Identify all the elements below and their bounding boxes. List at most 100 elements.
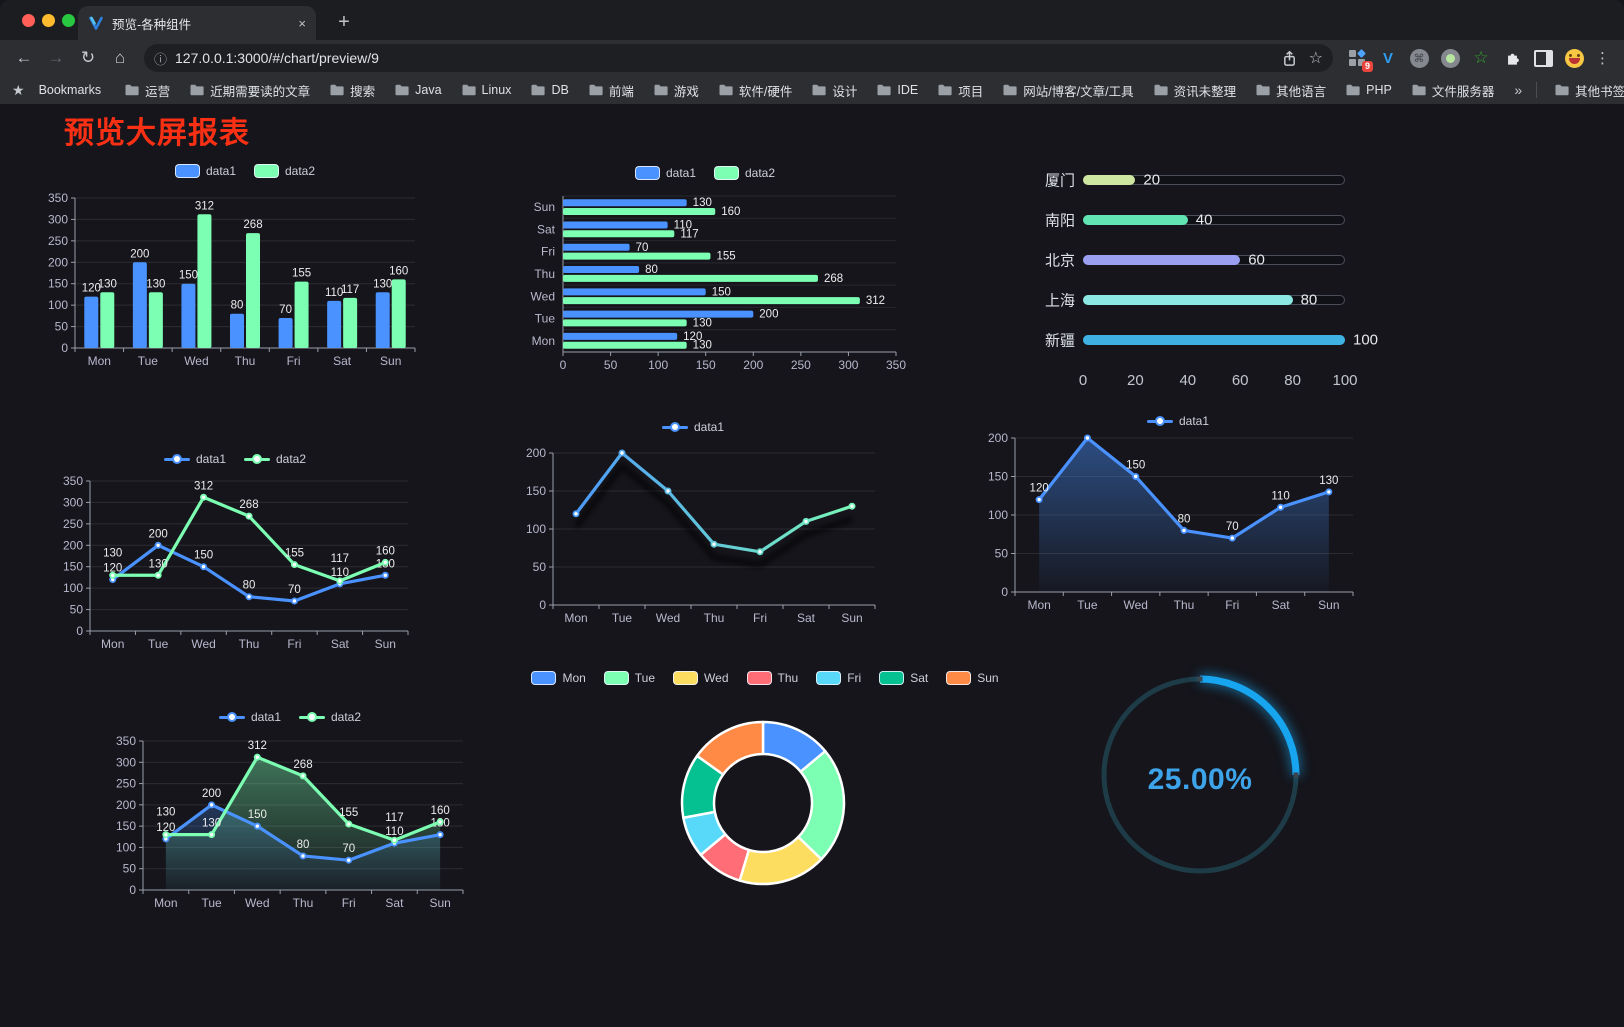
legend-item[interactable]: data1 [163,452,226,466]
progress-fill [1083,295,1293,305]
legend-item[interactable]: data1 [174,164,236,178]
bookmark-folder[interactable]: 运营 [117,79,178,102]
legend-item[interactable]: data1 [661,420,724,434]
menu-kebab-icon[interactable]: ⋮ [1595,50,1610,67]
svg-text:100: 100 [526,522,546,536]
url-text[interactable]: 127.0.0.1:3000/#/chart/preview/9 [175,50,379,66]
extension-record-icon[interactable] [1440,48,1460,68]
legend-item[interactable]: data2 [254,164,315,178]
sidebar-icon[interactable] [1533,48,1553,68]
bookmark-folder[interactable]: Java [387,81,449,99]
folder-icon [1003,84,1017,96]
bookmarks-overflow-chevron[interactable]: » [1514,82,1523,98]
legend-item[interactable]: Thu [746,671,798,685]
legend-item[interactable]: Sat [879,671,928,685]
svg-text:312: 312 [866,295,885,307]
bookmarks-bar: ★ Bookmarks 运营 近期需要读的文章 搜索 Java Linux DB 前端 游戏 软… [0,76,1624,104]
window-close-button[interactable] [22,14,35,27]
svg-text:Wed: Wed [531,289,555,303]
browser-tab[interactable]: 预览-各种组件 × [78,6,316,40]
legend-item[interactable]: Fri [816,671,861,685]
bookmark-folder[interactable]: Linux [454,81,520,99]
legend-item[interactable]: data1 [1146,414,1209,428]
svg-text:130: 130 [146,278,165,290]
reload-icon[interactable]: ↻ [80,48,96,67]
svg-text:350: 350 [886,358,906,372]
bookmark-folder[interactable]: PHP [1338,81,1400,99]
extension-star-icon[interactable]: ☆ [1473,48,1489,67]
svg-text:0: 0 [560,358,567,372]
legend-label: data2 [331,710,362,724]
home-icon[interactable]: ⌂ [114,48,126,67]
forward-icon[interactable]: → [47,48,65,67]
svg-text:130: 130 [98,278,117,290]
grouped-bar-chart: data1 data2 0 50 100 150 200 250 300 350 Mon Tue Wed… [40,150,450,375]
svg-text:100: 100 [48,298,68,312]
bookmark-folder[interactable]: 资讯未整理 [1146,79,1245,102]
svg-text:200: 200 [743,358,763,372]
svg-text:268: 268 [824,273,843,285]
puzzle-extensions-icon[interactable] [1502,48,1522,68]
site-info-icon[interactable]: ⓘ [154,51,168,67]
window-minimize-button[interactable] [42,14,55,27]
svg-text:Wed: Wed [191,637,215,651]
bookmark-folder-label: IDE [897,83,919,97]
new-tab-button[interactable]: + [338,10,350,33]
bookmark-folder[interactable]: 文件服务器 [1404,79,1503,102]
svg-text:Mon: Mon [564,611,587,625]
folder-icon [1256,84,1270,96]
legend-item[interactable]: Wed [673,671,729,685]
bookmark-folder-label: 游戏 [673,84,699,99]
address-bar[interactable]: ⓘ 127.0.0.1:3000/#/chart/preview/9 ☆ [144,44,1333,72]
bookmark-folder[interactable]: 近期需要读的文章 [182,79,318,102]
legend-label: data1 [195,452,226,466]
extension-wheel-icon[interactable]: ⌘ [1409,48,1429,68]
share-icon[interactable] [1282,50,1297,67]
bookmarks-star-icon[interactable]: ★ [12,81,25,98]
legend-item[interactable]: data1 [634,166,696,180]
svg-text:200: 200 [149,528,168,540]
back-icon[interactable]: ← [15,48,33,67]
bookmarks-label[interactable]: Bookmarks [38,83,102,97]
bookmark-folder[interactable]: 设计 [804,79,865,102]
gauge-arc [1199,675,1300,776]
axis-tick-label: 100 [1332,372,1358,389]
bookmark-folder[interactable]: DB [523,81,576,99]
svg-text:Mon: Mon [154,896,177,910]
profile-avatar[interactable] [1564,48,1584,68]
other-bookmarks-folder[interactable]: 其他书签 [1547,79,1624,102]
bookmark-folder[interactable]: 前端 [581,79,642,102]
bookmark-folder[interactable]: IDE [869,81,926,99]
dual-line-chart: data1 data2 0 50 100 150 200 250 300 350 Mon Tue Wed… [40,446,430,666]
bookmark-star-icon[interactable]: ☆ [1308,50,1323,67]
window-zoom-button[interactable] [62,14,75,27]
vue-devtools-icon[interactable]: V [1382,49,1393,67]
bookmark-folder[interactable]: 其他语言 [1248,79,1334,102]
folder-icon [462,84,476,96]
legend-item[interactable]: Mon [531,671,586,685]
svg-text:50: 50 [995,547,1009,561]
svg-text:312: 312 [195,200,214,212]
gauge-chart: 25.00% [1080,665,1320,905]
legend-item[interactable]: Tue [603,671,655,685]
tab-close-icon[interactable]: × [298,15,306,31]
svg-text:120: 120 [156,822,175,834]
svg-text:80: 80 [297,839,310,851]
legend-marker [661,422,688,432]
legend-item[interactable]: data1 [218,710,281,724]
legend-item[interactable]: data2 [244,452,306,466]
svg-text:155: 155 [292,268,311,280]
extension-grid-icon[interactable]: 9 [1347,48,1373,72]
bookmark-folder[interactable]: 游戏 [646,79,707,102]
bookmark-folder[interactable]: 搜索 [322,79,383,102]
bookmark-folder[interactable]: 软件/硬件 [711,79,800,102]
legend-item[interactable]: data2 [299,710,361,724]
svg-text:130: 130 [202,818,221,830]
bookmark-folder[interactable]: 项目 [930,79,991,102]
svg-text:Thu: Thu [293,896,314,910]
legend-item[interactable]: Sun [946,671,999,685]
bookmark-folder[interactable]: 网站/博客/文章/工具 [995,79,1141,102]
legend-item[interactable]: data2 [714,166,775,180]
line-shadow [573,461,853,568]
legend-marker [714,166,739,180]
